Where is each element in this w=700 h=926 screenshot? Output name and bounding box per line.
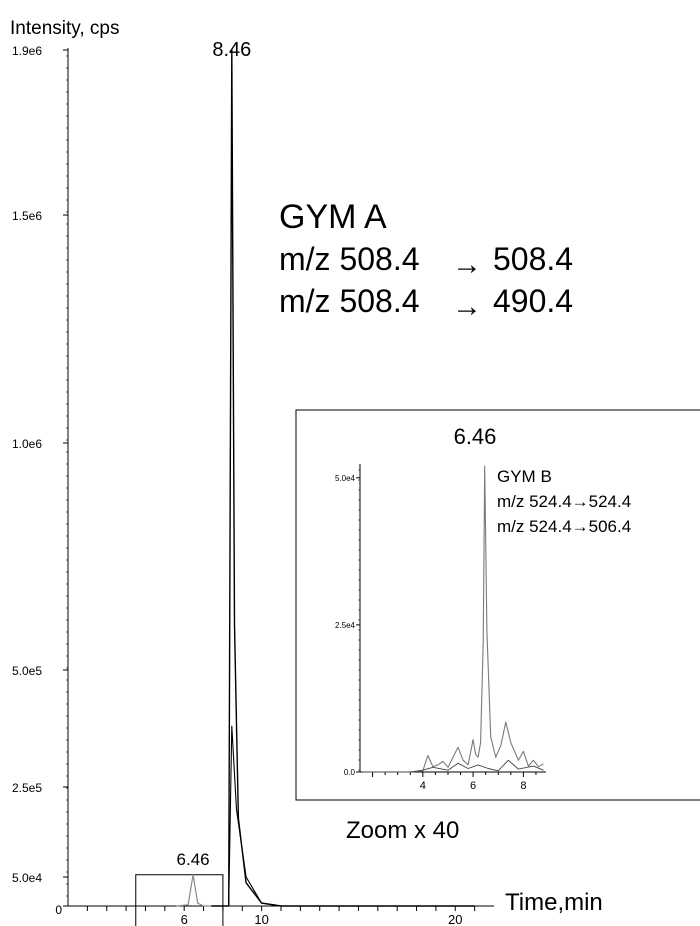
x-axis-title: Time,min [505, 889, 603, 916]
gym-b-transition-2: m/z 524.4→506.4 [497, 517, 631, 536]
gym-b-label: GYM B [497, 467, 552, 486]
inset-x-tick-label: 4 [420, 780, 426, 792]
inset-x-tick-label: 8 [520, 780, 526, 792]
gym-a-transition-1: m/z 508.4 → 508.4 [279, 241, 573, 281]
inset-peak-label: 6.46 [454, 424, 497, 449]
peak-label: 6.46 [177, 850, 210, 869]
x-tick-label: 6 [181, 912, 188, 926]
gym-a-transition-2-product: 490.4 [493, 283, 573, 319]
zoom-inset-plot: 0.0 2.5e4 5.0e4 4 6 8 6.46 [335, 424, 546, 792]
y-tick-label: 0 [55, 903, 62, 917]
gym-a-transition-1-precursor: m/z 508.4 [279, 241, 420, 277]
inset-y-tick-label: 5.0e4 [335, 474, 356, 483]
zoom-caption: Zoom x 40 [346, 817, 459, 844]
chromatogram-trace [176, 874, 212, 907]
chromatogram-trace [211, 725, 475, 907]
inset-y-tick-label: 0.0 [344, 768, 356, 777]
gym-a-transition-2-precursor: m/z 508.4 [279, 283, 420, 319]
y-tick-label: 1.9e6 [12, 44, 42, 58]
y-axis-title: Intensity, cps [10, 18, 119, 39]
y-tick-label: 1.5e6 [12, 209, 42, 223]
gym-a-transition-1-product: 508.4 [493, 241, 573, 277]
zoom-region-bracket [135, 874, 224, 926]
y-tick-label: 1.0e6 [12, 437, 42, 451]
y-tick-label: 2.5e5 [12, 781, 42, 795]
x-tick-label: 10 [254, 912, 268, 926]
inset-trace [362, 759, 544, 773]
gym-b-transition-1: m/z 524.4→524.4 [497, 492, 631, 511]
main-plot: 0 5.0e4 2.5e5 5.0e5 1.0e6 1.5e6 1.9e6 6 10 20 8.46… [12, 39, 494, 926]
y-tick-label: 5.0e4 [12, 871, 42, 885]
y-tick-label: 5.0e5 [12, 664, 42, 678]
x-tick-label: 20 [448, 912, 462, 926]
inset-trace [362, 465, 544, 773]
zoom-inset-frame [295, 409, 700, 801]
gym-a-transition-2: m/z 508.4 → 490.4 [279, 283, 573, 323]
gym-a-label: GYM A [279, 198, 387, 236]
peak-label: 8.46 [212, 39, 251, 61]
gym-a-transition-1-arrow: → [452, 248, 482, 281]
inset-x-tick-label: 6 [470, 780, 476, 792]
gym-a-transition-2-arrow: → [452, 290, 482, 323]
inset-y-tick-label: 2.5e4 [335, 621, 356, 630]
